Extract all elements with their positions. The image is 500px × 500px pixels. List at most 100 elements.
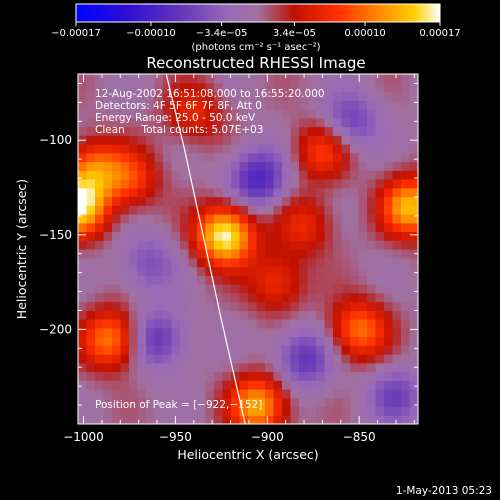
heatmap-cell: [205, 222, 215, 233]
heatmap-cell: [282, 214, 292, 224]
heatmap-cell: [290, 284, 300, 294]
heatmap-cell: [367, 196, 377, 206]
heatmap-cell: [188, 389, 198, 399]
heatmap-cell: [95, 231, 105, 241]
heatmap-cell: [163, 196, 173, 206]
heatmap-cell: [282, 179, 292, 189]
heatmap-cell: [307, 170, 317, 180]
heatmap-cell: [214, 397, 224, 408]
heatmap-cell: [367, 117, 377, 128]
heatmap-cell: [316, 310, 326, 320]
heatmap-cell: [222, 126, 232, 136]
heatmap-cell: [78, 240, 88, 250]
heatmap-cell: [95, 371, 105, 381]
heatmap-cell: [146, 170, 156, 180]
heatmap-cell: [103, 327, 113, 338]
heatmap-cell: [333, 179, 343, 189]
heatmap-cell: [392, 205, 402, 215]
heatmap-cell: [231, 284, 241, 294]
heatmap-cell: [248, 231, 258, 241]
heatmap-cell: [103, 205, 113, 215]
heatmap-cell: [401, 117, 411, 128]
heatmap-cell: [265, 214, 275, 224]
heatmap-cell: [316, 196, 326, 206]
heatmap-cell: [375, 336, 385, 346]
heatmap-cell: [299, 371, 309, 381]
heatmap-cell: [316, 135, 326, 145]
heatmap-cell: [358, 284, 368, 294]
heatmap-cell: [163, 319, 173, 329]
heatmap-cell: [214, 74, 224, 84]
heatmap-cell: [350, 371, 360, 381]
heatmap-cell: [290, 292, 300, 303]
heatmap-cell: [103, 117, 113, 128]
heatmap-cell: [222, 170, 232, 180]
heatmap-cell: [324, 74, 334, 84]
heatmap-cell: [239, 284, 249, 294]
heatmap-cell: [95, 222, 105, 233]
heatmap-cell: [265, 161, 275, 171]
heatmap-cell: [95, 126, 105, 136]
heatmap-cell: [154, 345, 164, 355]
heatmap-cell: [129, 249, 139, 259]
heatmap-cell: [392, 406, 402, 416]
heatmap-cell: [214, 327, 224, 338]
heatmap-cell: [273, 249, 283, 259]
heatmap-cell: [103, 222, 113, 233]
heatmap-cell: [341, 205, 351, 215]
heatmap-cell: [367, 301, 377, 311]
heatmap-cell: [350, 336, 360, 346]
heatmap-cell: [282, 354, 292, 364]
heatmap-cell: [231, 161, 241, 171]
heatmap-cell: [171, 82, 181, 93]
heatmap-cell: [95, 380, 105, 390]
heatmap-cell: [103, 345, 113, 355]
heatmap-cell: [324, 179, 334, 189]
heatmap-cell: [154, 380, 164, 390]
heatmap-cell: [375, 82, 385, 93]
heatmap-cell: [350, 354, 360, 364]
heatmap-cell: [409, 397, 418, 408]
heatmap-cell: [197, 336, 207, 346]
heatmap-cell: [290, 336, 300, 346]
heatmap-cell: [290, 354, 300, 364]
heatmap-cell: [231, 170, 241, 180]
heatmap-cell: [120, 397, 130, 408]
heatmap-cell: [248, 301, 258, 311]
heatmap-cell: [103, 284, 113, 294]
heatmap-cell: [350, 100, 360, 110]
heatmap-cell: [401, 91, 411, 101]
heatmap-cell: [188, 161, 198, 171]
heatmap-cell: [239, 397, 249, 408]
heatmap-cell: [103, 135, 113, 145]
heatmap-cell: [163, 82, 173, 93]
heatmap-cell: [367, 380, 377, 390]
heatmap-cell: [401, 109, 411, 119]
heatmap-cell: [205, 292, 215, 303]
heatmap-cell: [205, 135, 215, 145]
heatmap-cell: [316, 301, 326, 311]
heatmap-cell: [188, 205, 198, 215]
heatmap-cell: [350, 310, 360, 320]
heatmap-cell: [290, 117, 300, 128]
heatmap-cell: [384, 354, 394, 364]
heatmap-cell: [299, 249, 309, 259]
heatmap-cell: [324, 415, 334, 424]
heatmap-cell: [367, 222, 377, 233]
heatmap-cell: [163, 371, 173, 381]
heatmap-cell: [222, 249, 232, 259]
heatmap-cell: [188, 257, 198, 268]
heatmap-cell: [146, 327, 156, 338]
heatmap-cell: [103, 275, 113, 285]
heatmap-cell: [409, 249, 418, 259]
heatmap-cell: [188, 380, 198, 390]
heatmap-cell: [188, 74, 198, 84]
heatmap-cell: [154, 205, 164, 215]
heatmap-cell: [112, 91, 122, 101]
heatmap-cell: [205, 179, 215, 189]
heatmap-cell: [341, 310, 351, 320]
heatmap-cell: [316, 319, 326, 329]
heatmap-cell: [180, 362, 190, 373]
heatmap-cell: [307, 319, 317, 329]
heatmap-cell: [180, 275, 190, 285]
